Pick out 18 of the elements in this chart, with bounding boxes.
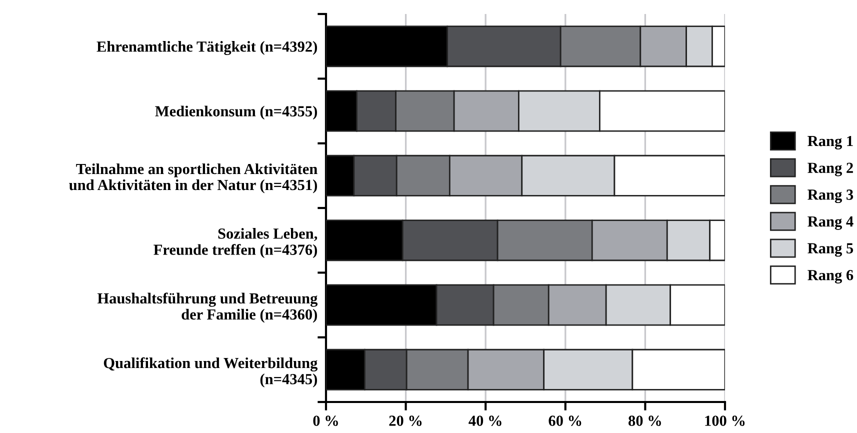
x-tick-label: 0 % [313, 416, 338, 426]
legend-label: Rang 6 [808, 270, 854, 284]
y-tick-label: Medienkonsum (n=4355) [155, 106, 317, 120]
x-tick-label: 80 % [628, 416, 661, 426]
y-tick-label: Haushaltsführung und Betreuung der Familie (n=4360) [97, 292, 318, 323]
x-tick-label: 40 % [468, 416, 502, 426]
x-tick-label: 20 % [389, 416, 422, 426]
legend-label: Rang 2 [808, 162, 853, 176]
y-tick-label: Soziales Leben, Freunde treffen (n=4376) [154, 228, 318, 258]
legend-label: Rang 4 [808, 216, 854, 230]
legend-label: Rang 3 [808, 190, 854, 204]
x-tick-label: 60 % [548, 416, 582, 426]
y-tick-label: Ehrenamtliche Tätigkeit (n=4392) [96, 41, 317, 56]
y-tick-label: Teilnahme an sportlichen Aktivitäten und Aktivitäten in der Natur (n=4351) [69, 163, 318, 194]
legend-label: Rang 5 [808, 243, 854, 257]
x-tick-label: 100 % [705, 416, 745, 426]
y-tick-label: Qualifikation und Weiterbildung (n=4345) [104, 357, 318, 388]
legend-label: Rang 1 [808, 136, 853, 150]
